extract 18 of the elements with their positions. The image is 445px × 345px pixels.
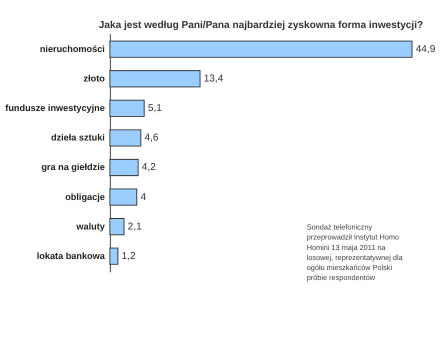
y-tick-label: nieruchomości (40, 44, 105, 54)
chart-title: Jaka jest według Pani/Pana najbardziej zyskowna forma inwestycji? (98, 20, 424, 32)
y-tick-label: lokata bankowa (36, 250, 106, 261)
data-label: 1,2 (122, 250, 136, 262)
data-label: 5,1 (148, 103, 162, 114)
data-label: 13,4 (204, 74, 224, 85)
y-tick-label: gra na giełdzie (41, 162, 105, 172)
annotation: Sondaż telefoniczny przeprowadził Instytut Homo Homini 13 maja 2011 na losowej, reprezentatywnej dla ogółu mieszkańców Polski próbie respondentów (306, 222, 404, 282)
y-tick-label: waluty (75, 221, 106, 232)
data-label: 4,6 (144, 132, 159, 144)
y-tick-label: obligacje (65, 192, 105, 202)
y-tick-label: złoto (84, 74, 106, 84)
data-label: 2,1 (128, 221, 142, 232)
y-tick-label: dzieła sztuki (50, 132, 105, 143)
data-label: 4,2 (142, 162, 156, 174)
y-tick-label: fundusze inwestycyjne (5, 103, 105, 114)
data-label: 44,9 (416, 44, 436, 55)
data-label: 4 (140, 192, 146, 203)
